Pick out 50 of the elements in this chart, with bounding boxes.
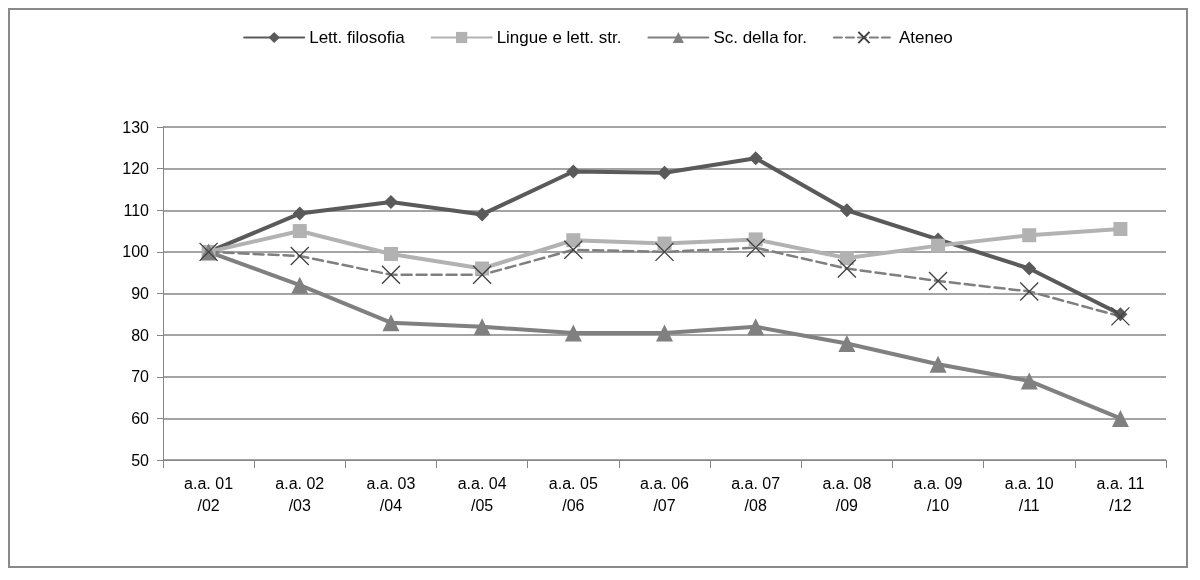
x-tick-label: a.a. 07/08 (731, 474, 781, 514)
point (292, 206, 307, 221)
point (382, 314, 400, 332)
y-tick-label: 70 (131, 368, 150, 386)
point (747, 318, 765, 336)
point (656, 324, 673, 342)
legend-label: Lett. filosofia (309, 28, 406, 47)
y-tick-label: 50 (131, 451, 150, 469)
point (931, 238, 946, 253)
point (473, 318, 491, 336)
x-tick-label: a.a. 04/05 (457, 474, 507, 514)
y-tick-label: 60 (131, 409, 150, 427)
point (475, 207, 490, 222)
point (657, 165, 672, 180)
point (292, 224, 307, 239)
point (838, 334, 856, 352)
x-tick-label: a.a. 06/07 (640, 474, 690, 514)
x-tick-label: a.a. 11/12 (1096, 474, 1145, 514)
legend-label: Ateneo (898, 28, 953, 47)
point (748, 232, 763, 247)
x-tick-label: a.a. 10/11 (1004, 474, 1054, 514)
point (383, 194, 398, 209)
y-tick-label: 90 (131, 285, 150, 302)
point (839, 251, 854, 266)
point (291, 276, 309, 294)
x-tick-label: a.a. 09/10 (913, 474, 963, 514)
point (566, 164, 581, 179)
point (1022, 228, 1037, 243)
point (839, 203, 854, 218)
x-tick-label: a.a. 01/02 (184, 474, 234, 514)
y-tick-label: 80 (131, 326, 150, 344)
legend-label: Sc. della for. (713, 28, 807, 47)
point (929, 355, 947, 373)
x-tick-label: a.a. 02/03 (275, 474, 325, 514)
point (1111, 409, 1129, 427)
point (566, 233, 581, 248)
y-tick-label: 130 (122, 118, 150, 136)
y-tick-label: 110 (123, 201, 150, 219)
point (1113, 221, 1128, 236)
y-tick-label: 100 (122, 243, 150, 261)
x-tick-label: a.a. 08/09 (822, 474, 872, 514)
point (383, 246, 398, 261)
point (748, 151, 763, 166)
x-tick-label: a.a. 03/04 (366, 474, 416, 514)
x-tick-label: a.a. 05/06 (548, 474, 598, 514)
y-tick-label: 120 (122, 160, 150, 178)
point (1022, 261, 1037, 276)
point (1020, 372, 1038, 390)
point (564, 324, 582, 342)
legend-label: Lingue e lett. str. (496, 28, 622, 47)
